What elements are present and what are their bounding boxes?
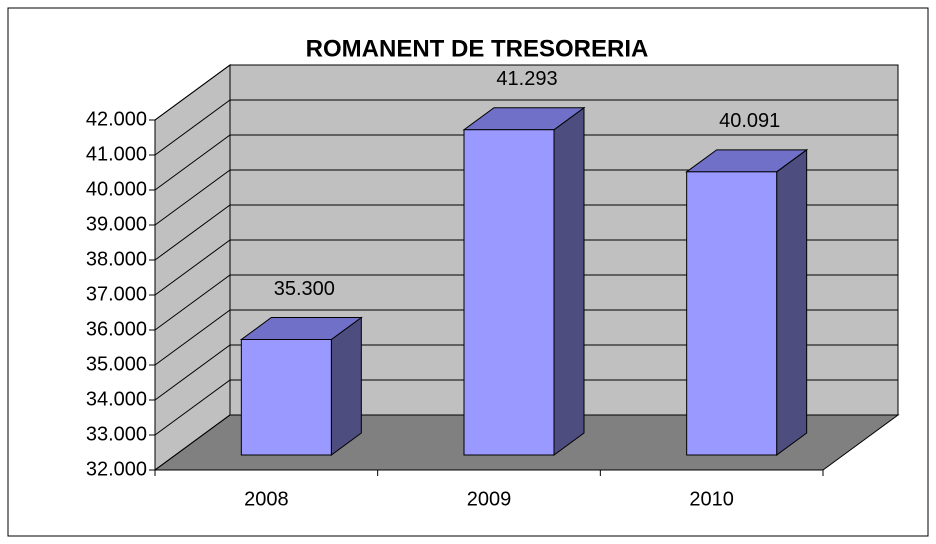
y-tick-label: 40.000 xyxy=(86,178,147,200)
grid-line xyxy=(154,204,898,261)
grid-line xyxy=(154,169,898,226)
y-tick-label: 36.000 xyxy=(86,318,147,340)
y-tick-label: 38.000 xyxy=(86,248,147,270)
grid-line xyxy=(154,309,898,366)
chart-title: ROMANENT DE TRESORERIA xyxy=(306,35,649,62)
bar xyxy=(240,339,332,456)
bar xyxy=(463,129,555,456)
grid-line xyxy=(154,379,898,436)
y-tick-label: 32.000 xyxy=(86,458,147,480)
grid-line xyxy=(154,344,898,401)
grid-line xyxy=(154,99,898,156)
y-tick-label: 34.000 xyxy=(86,388,147,410)
grid-line xyxy=(154,64,898,121)
y-tick-label: 42.000 xyxy=(86,108,147,130)
value-label: 35.300 xyxy=(274,278,335,300)
bar-side xyxy=(776,148,808,456)
y-tick-label: 39.000 xyxy=(86,213,147,235)
grid-line xyxy=(154,414,898,471)
y-tick-label: 33.000 xyxy=(86,423,147,445)
value-label: 41.293 xyxy=(496,68,557,90)
x-tick-label: 2010 xyxy=(689,488,734,510)
y-tick-label: 37.000 xyxy=(86,283,147,305)
x-tick-label: 2009 xyxy=(467,488,512,510)
grid-line xyxy=(154,274,898,331)
grid-line xyxy=(154,134,898,191)
value-label: 40.091 xyxy=(719,110,780,132)
bar-side xyxy=(553,106,585,456)
bar xyxy=(686,171,778,456)
bar-side xyxy=(330,316,362,456)
y-tick-label: 41.000 xyxy=(86,143,147,165)
y-tick-label: 35.000 xyxy=(86,353,147,375)
grid-line xyxy=(154,239,898,296)
x-tick-label: 2008 xyxy=(244,488,289,510)
